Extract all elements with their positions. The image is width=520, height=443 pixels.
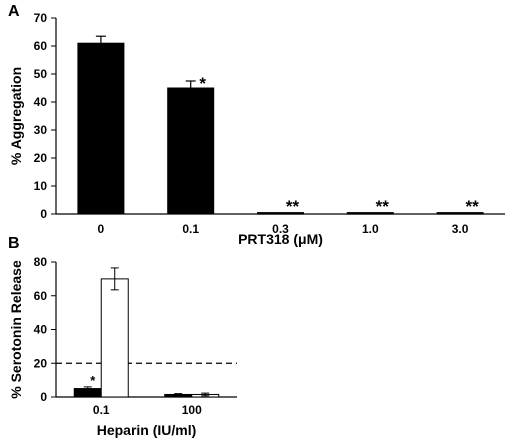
bar <box>257 212 304 215</box>
panel-label-a: A <box>8 3 20 20</box>
x-tick-label: 0.3 <box>272 222 289 236</box>
y-tick-label: 20 <box>34 151 48 165</box>
x-axis-title: PRT318 (μM) <box>238 231 323 247</box>
y-tick-label: 20 <box>34 356 48 370</box>
y-tick-label: 30 <box>34 123 48 137</box>
significance-marker: ** <box>286 197 300 216</box>
y-tick-label: 70 <box>34 11 48 25</box>
y-tick-label: 60 <box>34 39 48 53</box>
bar <box>436 212 484 215</box>
x-tick-label: 0.1 <box>93 403 110 417</box>
y-axis-title: % Serotonin Release <box>8 260 24 399</box>
x-tick-label: 0 <box>98 222 105 236</box>
bar <box>167 87 215 215</box>
x-tick-label: 100 <box>182 403 202 417</box>
bar <box>77 42 125 215</box>
x-tick-label: 0.1 <box>182 222 199 236</box>
significance-marker: * <box>90 373 96 388</box>
significance-marker: ** <box>376 197 390 216</box>
y-tick-label: 40 <box>34 323 48 337</box>
x-axis-title: Heparin (IU/ml) <box>97 422 197 438</box>
y-tick-label: 50 <box>34 67 48 81</box>
bar <box>100 278 129 398</box>
x-tick-label: 1.0 <box>362 222 379 236</box>
y-tick-label: 60 <box>34 289 48 303</box>
y-tick-label: 40 <box>34 95 48 109</box>
bar <box>346 212 394 215</box>
significance-marker: ** <box>465 197 479 216</box>
y-tick-label: 80 <box>34 255 48 269</box>
panel-a-chart: A 0 10 20 30 40 50 60 70 0 * 0.1 ** 0.3 ** 1.0 ** 3.0 PRT3… <box>8 3 505 247</box>
panel-label-b: B <box>8 235 20 252</box>
y-tick-label: 0 <box>40 207 47 221</box>
significance-marker: * <box>199 74 206 93</box>
y-tick-label: 0 <box>40 390 47 404</box>
y-axis-title: % Aggregation <box>8 67 24 165</box>
y-tick-label: 10 <box>34 179 48 193</box>
x-tick-label: 3.0 <box>452 222 469 236</box>
panel-b-chart: B 0 20 40 60 80 * 0.1 100 Heparin (IU/ml) % Seroto… <box>8 235 237 438</box>
